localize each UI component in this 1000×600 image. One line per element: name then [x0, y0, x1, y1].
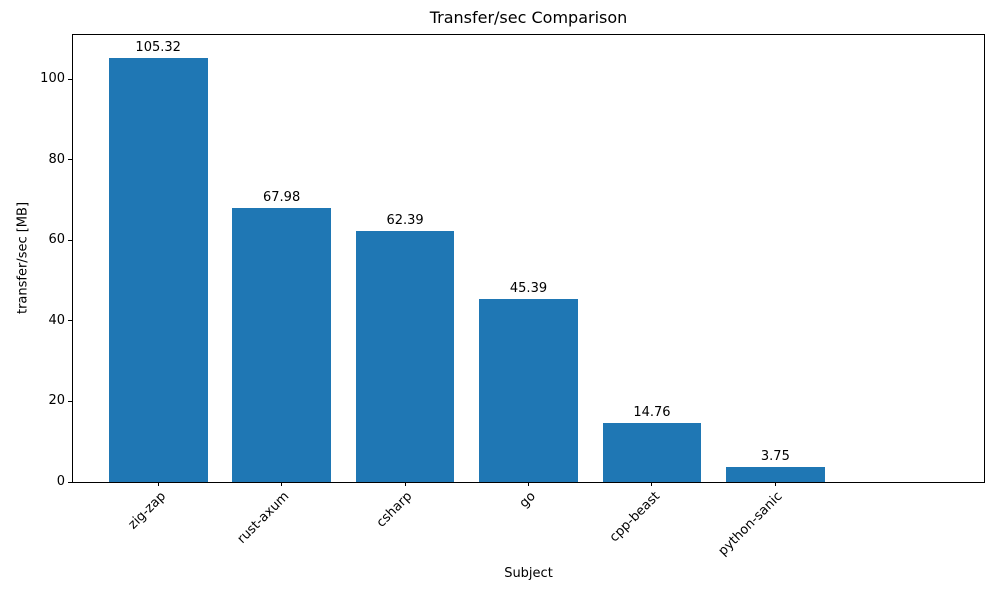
x-tick-label: python-sanic — [716, 489, 786, 559]
x-tick-mark — [651, 482, 653, 486]
bar-value-label: 3.75 — [760, 448, 790, 464]
x-tick-label: rust-axum — [234, 489, 293, 547]
x-tick-label: zig-zap — [125, 489, 169, 533]
x-tick-label: go — [517, 489, 540, 512]
x-axis-label: Subject — [504, 566, 553, 581]
chart-title: Transfer/sec Comparison — [429, 8, 628, 27]
bar-value-label: 105.32 — [135, 39, 181, 55]
x-tick-mark — [528, 482, 529, 486]
bar-value-label: 62.39 — [386, 212, 424, 228]
x-tick-label: cpp-beast — [606, 489, 663, 546]
x-tick-mark — [157, 482, 159, 486]
x-tick-label: csharp — [374, 489, 416, 531]
bar-rust-axum — [232, 208, 331, 482]
y-tick-mark — [68, 159, 72, 161]
y-tick-label: 100 — [40, 71, 65, 87]
y-tick-mark — [68, 481, 72, 483]
bar-value-label: 67.98 — [263, 190, 301, 206]
y-tick-mark — [68, 78, 72, 80]
y-tick-label: 40 — [48, 312, 65, 328]
x-tick-mark — [774, 482, 776, 486]
bar-value-label: 45.39 — [509, 281, 548, 297]
bar-python-sanic — [726, 466, 825, 482]
x-tick-mark — [281, 482, 283, 486]
x-tick-mark — [404, 482, 406, 486]
bar-csharp — [355, 230, 455, 482]
y-tick-label: 60 — [48, 232, 65, 248]
y-tick-mark — [68, 239, 72, 241]
y-tick-mark — [68, 320, 72, 322]
bar-value-label: 14.76 — [633, 404, 671, 420]
y-tick-label: 0 — [56, 474, 65, 489]
bar-zig-zap — [108, 57, 208, 482]
y-tick-mark — [68, 400, 72, 402]
plot-area: 105.32 zig-zap 67.98 rust-axum 62.39 csharp 45… — [40, 34, 985, 559]
y-tick-label: 20 — [48, 393, 65, 409]
bar-go — [479, 299, 578, 482]
y-tick-label: 80 — [48, 151, 65, 167]
bar-cpp-beast — [602, 422, 702, 482]
y-axis-label-text: transfer/sec [MB] — [15, 201, 31, 315]
